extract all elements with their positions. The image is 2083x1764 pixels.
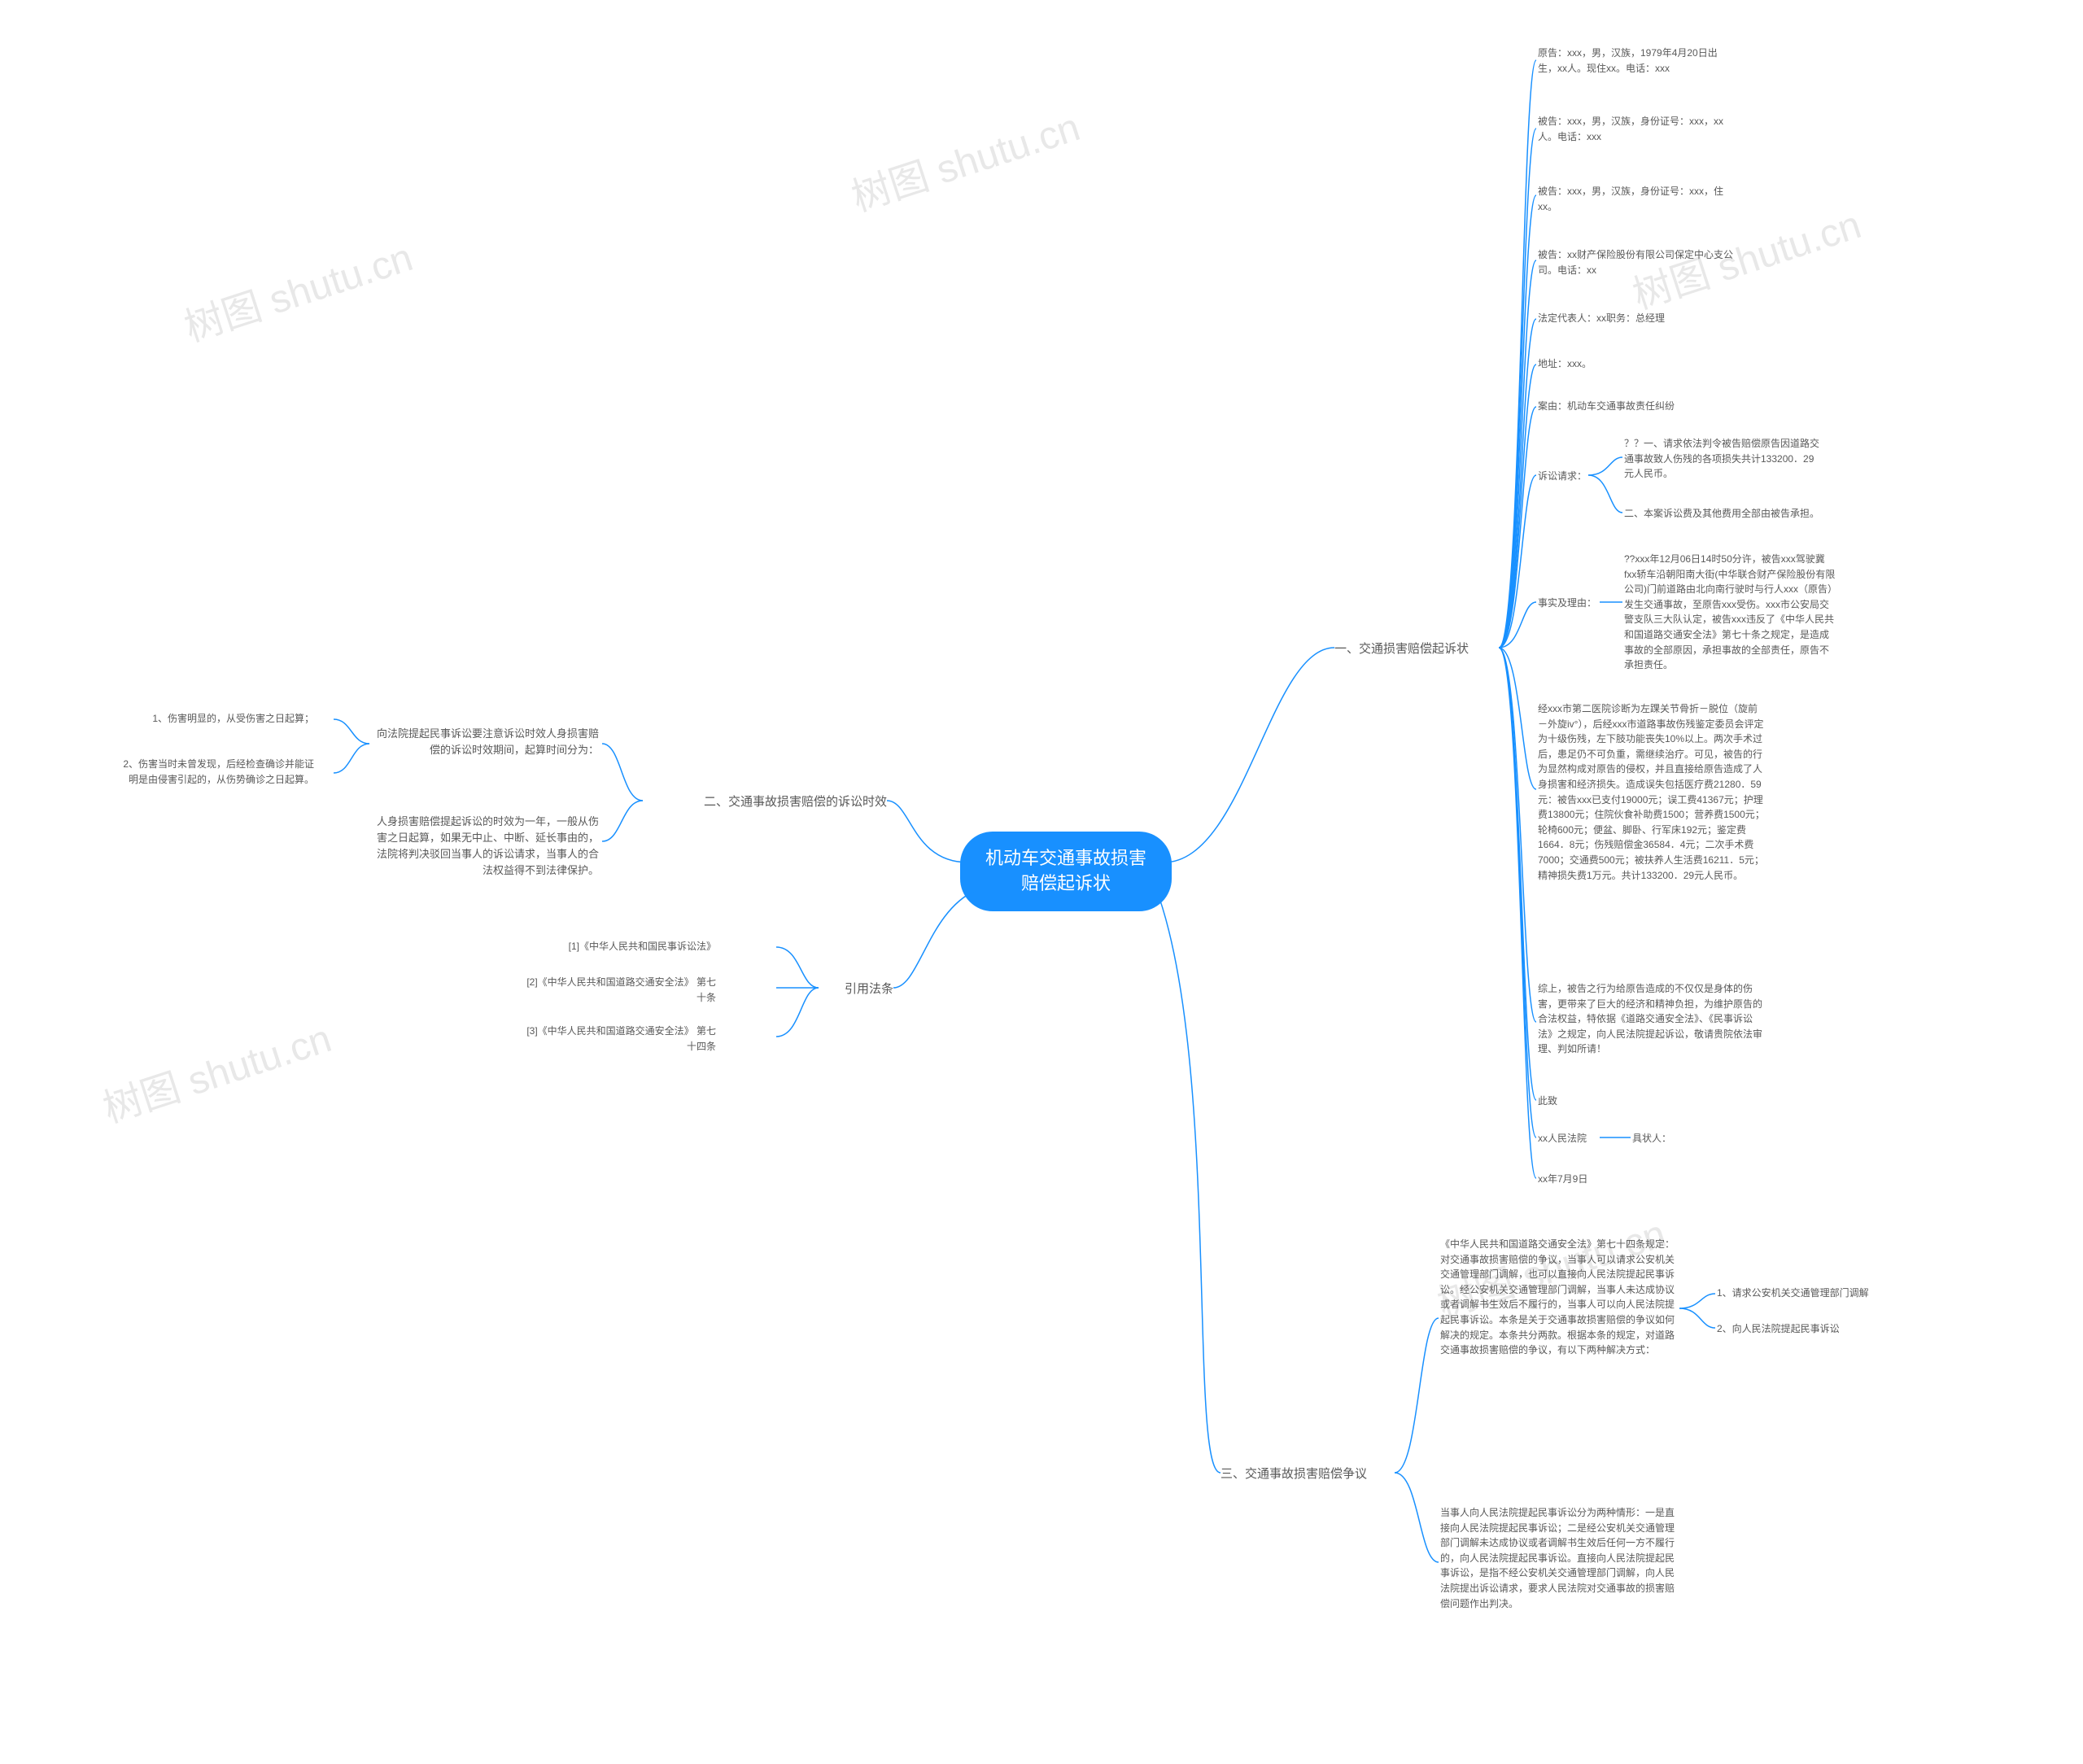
s1-salute: 此致 [1538, 1094, 1557, 1109]
center-node[interactable]: 机动车交通事故损害赔偿起诉状 [960, 832, 1172, 911]
section-3-title[interactable]: 三、交通事故损害赔偿争议 [1221, 1465, 1367, 1483]
section-2-title[interactable]: 二、交通事故损害赔偿的诉讼时效 [643, 792, 887, 811]
ref-1: [1]《中华人民共和国民事诉讼法》 [521, 939, 716, 954]
watermark: 树图 shutu.cn [176, 225, 418, 352]
s2-intro: 向法院提起民事诉讼要注意诉讼时效人身损害赔偿的诉讼时效期间，起算时间分为： [371, 726, 599, 758]
section-1-title[interactable]: 一、交通损害赔偿起诉状 [1334, 640, 1469, 658]
s1-defendant-2: 被告：xxx，男，汉族，身份证号：xxx，住xx。 [1538, 184, 1733, 214]
s1-facts-label: 事实及理由： [1538, 596, 1596, 611]
s1-claims-label: 诉讼请求： [1538, 469, 1587, 484]
s1-cause: 案由：机动车交通事故责任纠纷 [1538, 399, 1675, 414]
s3-procedure: 当事人向人民法院提起民事诉讼分为两种情形：一是直接向人民法院提起民事诉讼；二是经… [1440, 1505, 1676, 1611]
s1-plaintiff: 原告：xxx，男，汉族，1979年4月20日出生，xx人。现住xx。电话：xxx [1538, 46, 1733, 76]
s1-defendant-3: 被告：xx财产保险股份有限公司保定中心支公司。电话：xx [1538, 247, 1733, 277]
ref-2: [2]《中华人民共和国道路交通安全法》 第七十条 [521, 975, 716, 1005]
ref-3: [3]《中华人民共和国道路交通安全法》 第七十四条 [521, 1024, 716, 1054]
watermark: 树图 shutu.cn [843, 95, 1085, 222]
s1-court: xx人民法院 [1538, 1131, 1587, 1146]
s2-rule-1: 1、伤害明显的，从受伤害之日起算； [119, 711, 314, 727]
s2-rule-2: 2、伤害当时未曾发现，后经检查确诊并能证明是由侵害引起的，从伤势确诊之日起算。 [119, 757, 314, 787]
s2-limit: 人身损害赔偿提起诉讼的时效为一年，一般从伤害之日起算，如果无中止、中断、延长事由… [371, 814, 599, 880]
s1-signer: 具状人： [1632, 1131, 1671, 1146]
s1-legal-rep: 法定代表人：xx职务：总经理 [1538, 311, 1665, 326]
s3-opt-1: 1、请求公安机关交通管理部门调解 [1717, 1286, 1869, 1301]
s1-claim-1: ？？一、请求依法判令被告赔偿原告因道路交通事故致人伤残的各项损失共计133200… [1624, 436, 1819, 482]
s1-facts-body: ??xxx年12月06日14时50分许，被告xxx驾驶冀fxx轿车沿朝阳南大街(… [1624, 552, 1836, 673]
s1-claim-2: 二、本案诉讼费及其他费用全部由被告承担。 [1624, 506, 1819, 522]
ref-title[interactable]: 引用法条 [820, 980, 893, 998]
s1-defendant-1: 被告：xxx，男，汉族，身份证号：xxx，xx人。电话：xxx [1538, 114, 1733, 144]
watermark: 树图 shutu.cn [94, 1006, 337, 1133]
s1-damages: 经xxx市第二医院诊断为左踝关节骨折－脱位（旋前－外旋iv°），后经xxx市道路… [1538, 701, 1766, 883]
s1-address: 地址：xxx。 [1538, 356, 1592, 372]
mindmap-canvas: 树图 shutu.cn 树图 shutu.cn 树图 shutu.cn 树图 s… [0, 0, 2083, 1764]
s3-law: 《中华人民共和国道路交通安全法》第七十四条规定：对交通事故损害赔偿的争议，当事人… [1440, 1237, 1676, 1358]
s1-summary: 综上，被告之行为给原告造成的不仅仅是身体的伤害，更带来了巨大的经济和精神负担，为… [1538, 981, 1766, 1057]
s1-date: xx年7月9日 [1538, 1172, 1587, 1187]
s3-opt-2: 2、向人民法院提起民事诉讼 [1717, 1321, 1840, 1337]
